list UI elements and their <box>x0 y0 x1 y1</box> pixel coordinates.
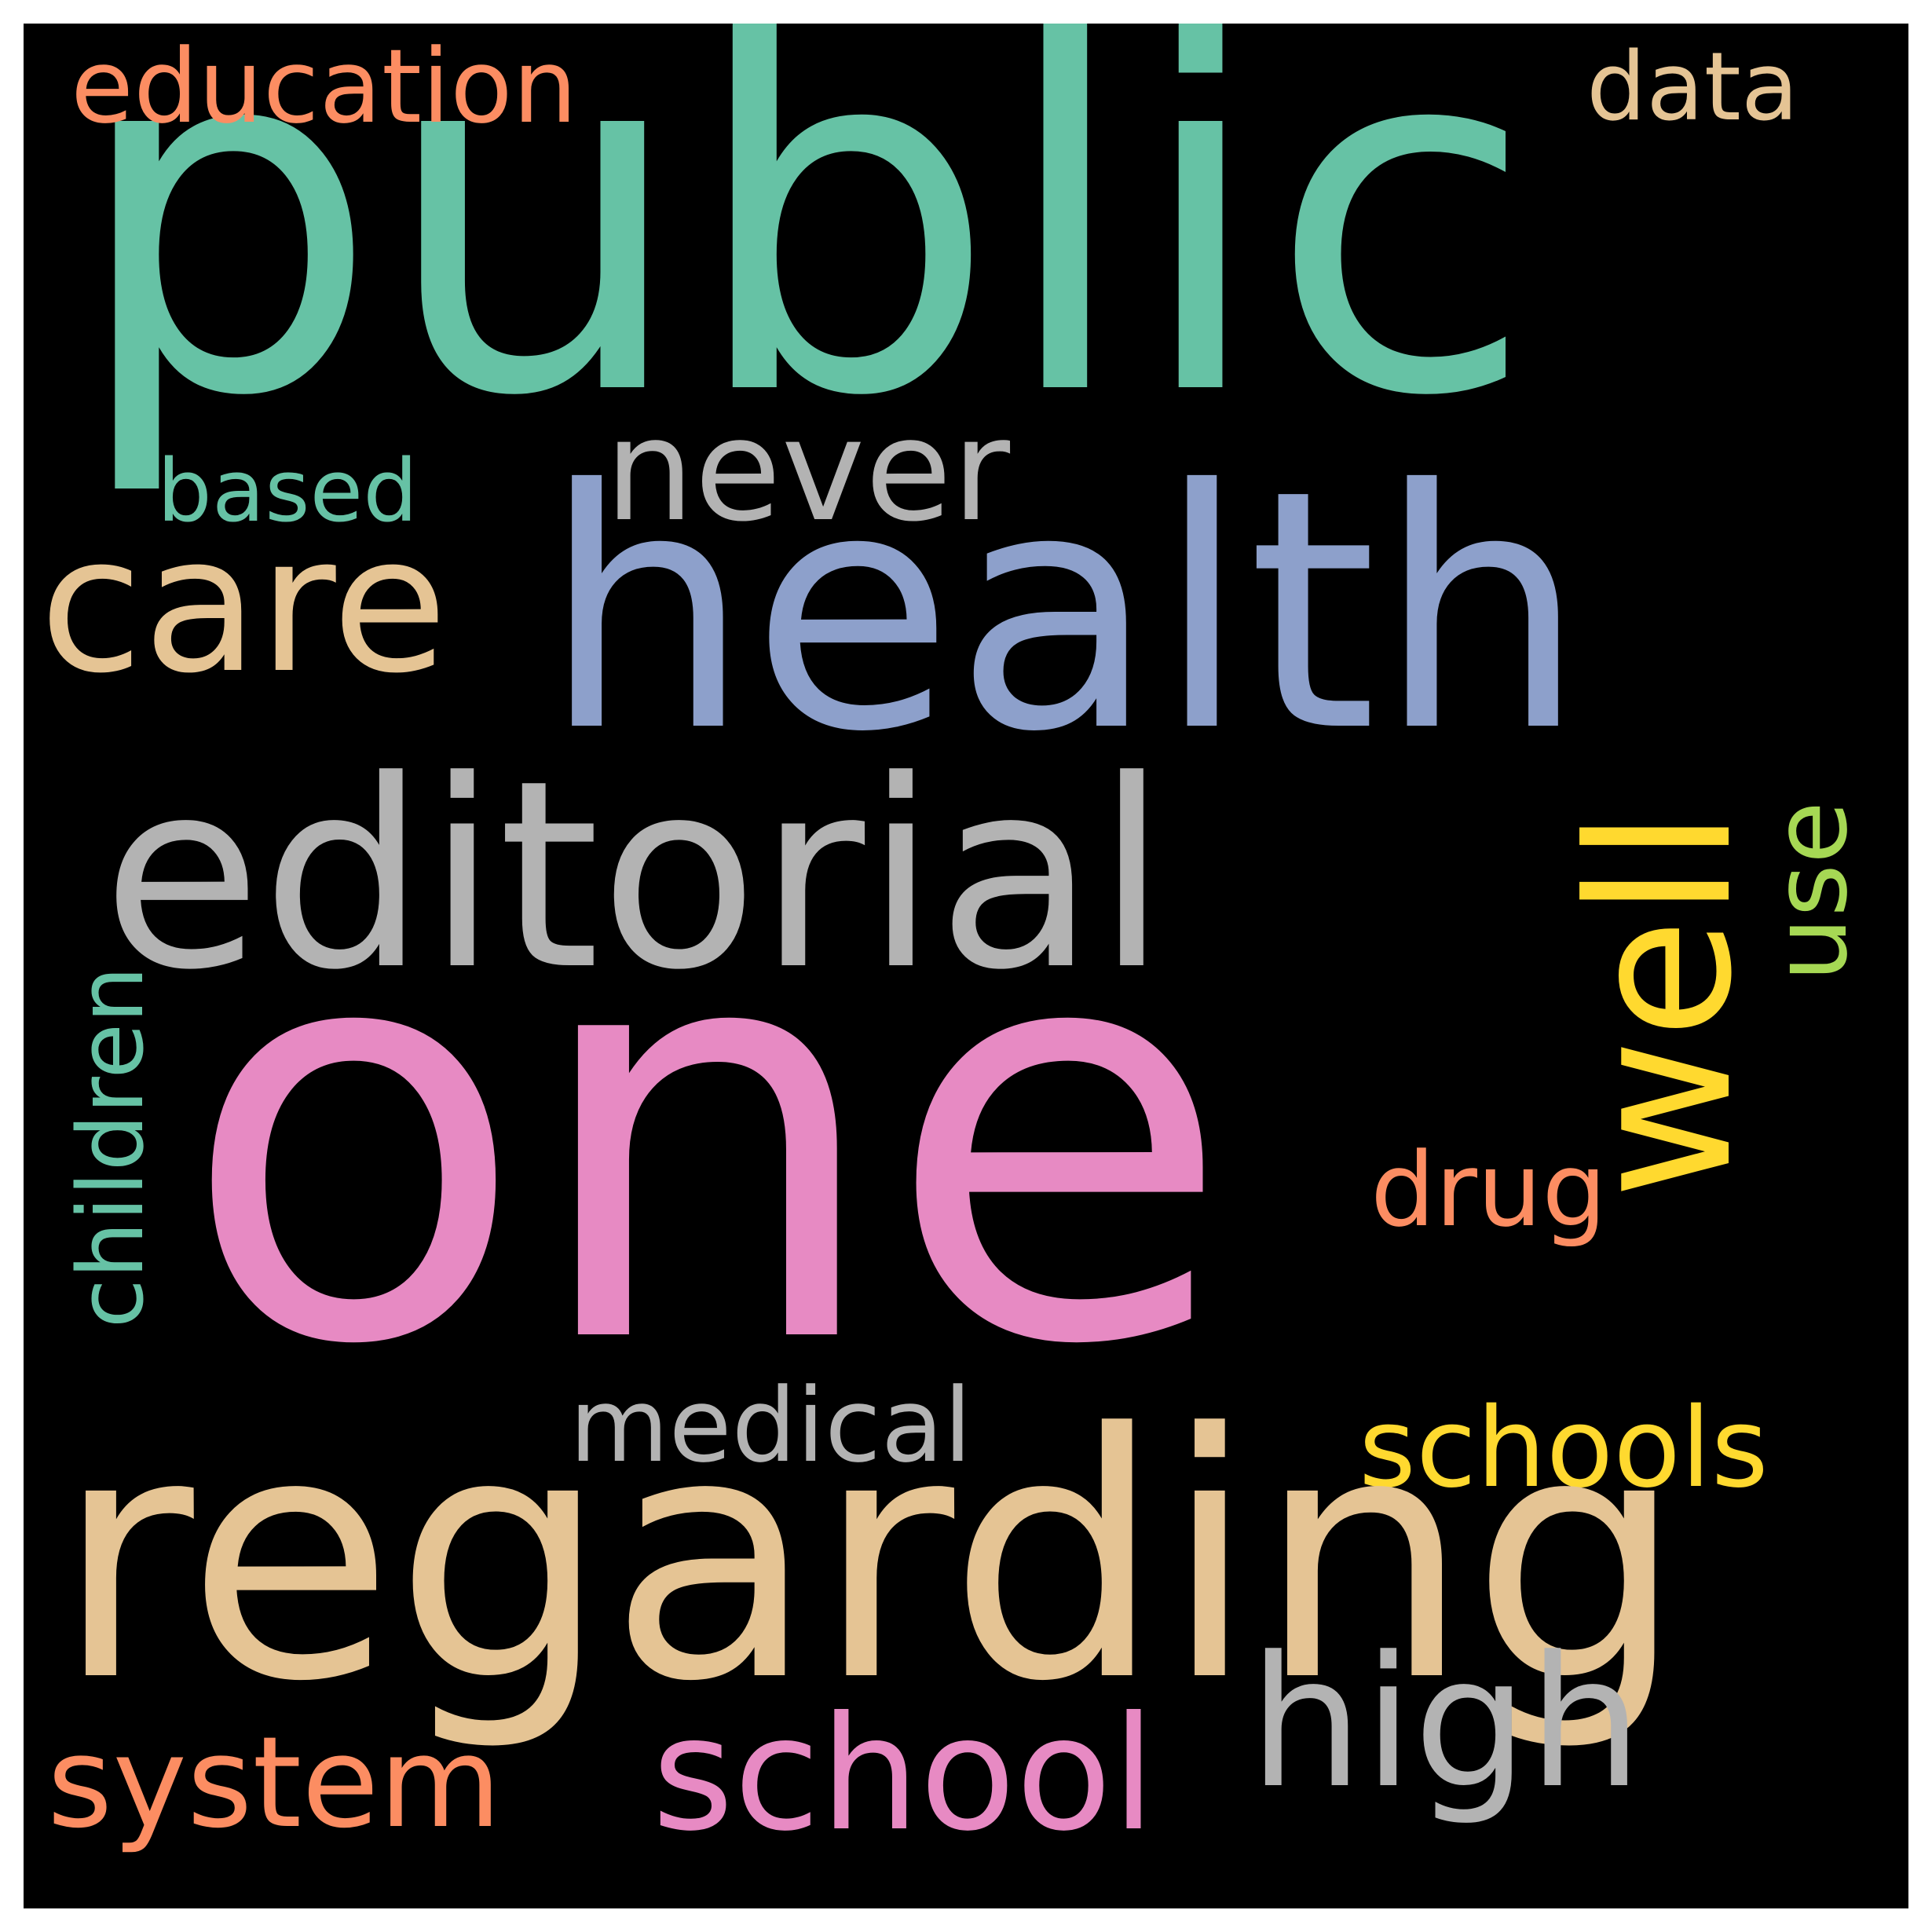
word-public: public <box>71 24 1536 503</box>
word-one: one <box>181 810 1233 1468</box>
word-editorial: editorial <box>102 725 1168 1026</box>
word-schools: schools <box>1359 1385 1769 1513</box>
word-regarding: regarding <box>55 1363 1685 1755</box>
word-children: children <box>59 966 164 1329</box>
word-high: high <box>1249 1619 1643 1828</box>
word-based: based <box>157 441 419 541</box>
word-system: system <box>47 1709 502 1856</box>
word-care: care <box>39 495 448 715</box>
word-school: school <box>652 1683 1156 1866</box>
word-use: use <box>1751 801 1870 982</box>
word-medical: medical <box>569 1366 972 1485</box>
word-health: health <box>542 420 1586 804</box>
word-education: education <box>71 27 578 146</box>
word-data: data <box>1586 33 1799 142</box>
word-never: never <box>605 389 1011 553</box>
word-drug: drug <box>1370 1130 1607 1250</box>
word-cloud: public education data never based care h… <box>24 24 1908 1908</box>
